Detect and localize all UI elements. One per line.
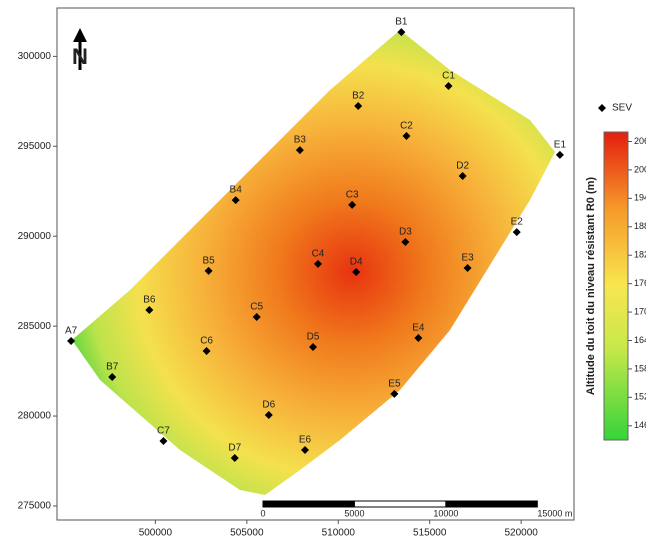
- sev-point: [230, 453, 239, 462]
- scale-label: 15000 m: [537, 508, 572, 518]
- sev-point: [300, 446, 309, 455]
- sev-label: D4: [350, 257, 363, 268]
- sev-point: [264, 410, 273, 419]
- sev-point: [444, 82, 453, 91]
- y-tick-label: 280000: [18, 411, 52, 422]
- scale-segment: [445, 500, 538, 508]
- sev-point: [295, 146, 304, 155]
- legend-label: SEV: [612, 103, 632, 114]
- sev-label: D3: [399, 227, 412, 238]
- sev-label: E6: [299, 435, 312, 446]
- colorbar-tick-label: 146: [634, 420, 646, 430]
- colorbar-tick-label: 206: [634, 136, 646, 146]
- y-tick-label: 285000: [18, 321, 52, 332]
- x-tick-label: 500000: [139, 528, 173, 539]
- colorbar-tick-label: 194: [634, 193, 646, 203]
- sev-point: [108, 373, 117, 382]
- sev-point: [402, 132, 411, 141]
- sev-point: [463, 264, 472, 273]
- sev-label: D2: [456, 161, 469, 172]
- colorbar-tick-label: 200: [634, 164, 646, 174]
- sev-label: A7: [65, 326, 78, 337]
- sev-point: [145, 305, 154, 314]
- sev-label: E4: [412, 323, 425, 334]
- sev-label: B6: [143, 295, 156, 306]
- sev-label: E1: [554, 140, 567, 151]
- sev-point: [67, 337, 76, 346]
- y-tick-label: 295000: [18, 141, 52, 152]
- sev-point: [252, 312, 261, 321]
- sev-label: E3: [461, 253, 474, 264]
- y-tick-label: 275000: [18, 501, 52, 512]
- sev-label: C6: [200, 336, 213, 347]
- colorbar-tick-label: 182: [634, 250, 646, 260]
- scale-label: 0: [260, 508, 265, 518]
- sev-label: E5: [388, 379, 401, 390]
- sev-label: D7: [228, 443, 241, 454]
- sev-point: [401, 237, 410, 246]
- sev-label: B4: [230, 185, 243, 196]
- colorbar: [603, 131, 629, 441]
- north-label: N: [72, 44, 88, 69]
- sev-point: [202, 346, 211, 355]
- x-tick-label: 510000: [322, 528, 356, 539]
- sev-label: C1: [442, 71, 455, 82]
- sev-label: B2: [352, 91, 365, 102]
- legend-marker: [598, 104, 606, 112]
- colorbar-tick-label: 164: [634, 335, 646, 345]
- sev-label: B3: [294, 135, 307, 146]
- y-tick-label: 300000: [18, 51, 52, 62]
- sev-point: [204, 266, 213, 275]
- sev-point: [352, 268, 361, 277]
- sev-label: C7: [157, 426, 170, 437]
- sev-point: [313, 259, 322, 268]
- sev-point: [348, 200, 357, 209]
- sev-label: C2: [400, 121, 413, 132]
- colorbar-tick-label: 188: [634, 221, 646, 231]
- y-tick-label: 290000: [18, 231, 52, 242]
- sev-label: D5: [307, 332, 320, 343]
- sev-label: C3: [346, 190, 359, 201]
- surface: [72, 30, 555, 495]
- colorbar-tick-label: 152: [634, 392, 646, 402]
- sev-label: B5: [202, 256, 215, 267]
- scale-segment: [353, 500, 447, 508]
- x-tick-label: 505000: [230, 528, 264, 539]
- sev-point: [397, 28, 406, 37]
- sev-point: [231, 196, 240, 205]
- colorbar-tick-label: 170: [634, 306, 646, 316]
- scale-label: 10000: [433, 508, 458, 518]
- x-tick-label: 515000: [413, 528, 447, 539]
- sev-label: D6: [262, 400, 275, 411]
- x-tick-label: 520000: [504, 528, 538, 539]
- sev-label: E2: [511, 217, 524, 228]
- sev-label: C4: [312, 249, 325, 260]
- scale-label: 5000: [344, 508, 364, 518]
- sev-label: C5: [250, 302, 263, 313]
- colorbar-tick-label: 176: [634, 278, 646, 288]
- sev-point: [354, 102, 363, 111]
- sev-point: [512, 228, 521, 237]
- sev-point: [458, 171, 467, 180]
- sev-point: [555, 150, 564, 159]
- sev-label: B1: [395, 17, 408, 28]
- sev-point: [309, 342, 318, 351]
- colorbar-tick-label: 158: [634, 363, 646, 373]
- colorbar-title: Altitude du toit du niveau résistant R0 …: [585, 177, 597, 396]
- sev-point: [414, 334, 423, 343]
- sev-point: [159, 437, 168, 446]
- scale-segment: [262, 500, 355, 508]
- sev-point: [390, 389, 399, 398]
- sev-label: B7: [106, 362, 119, 373]
- north-arrow: [73, 28, 87, 70]
